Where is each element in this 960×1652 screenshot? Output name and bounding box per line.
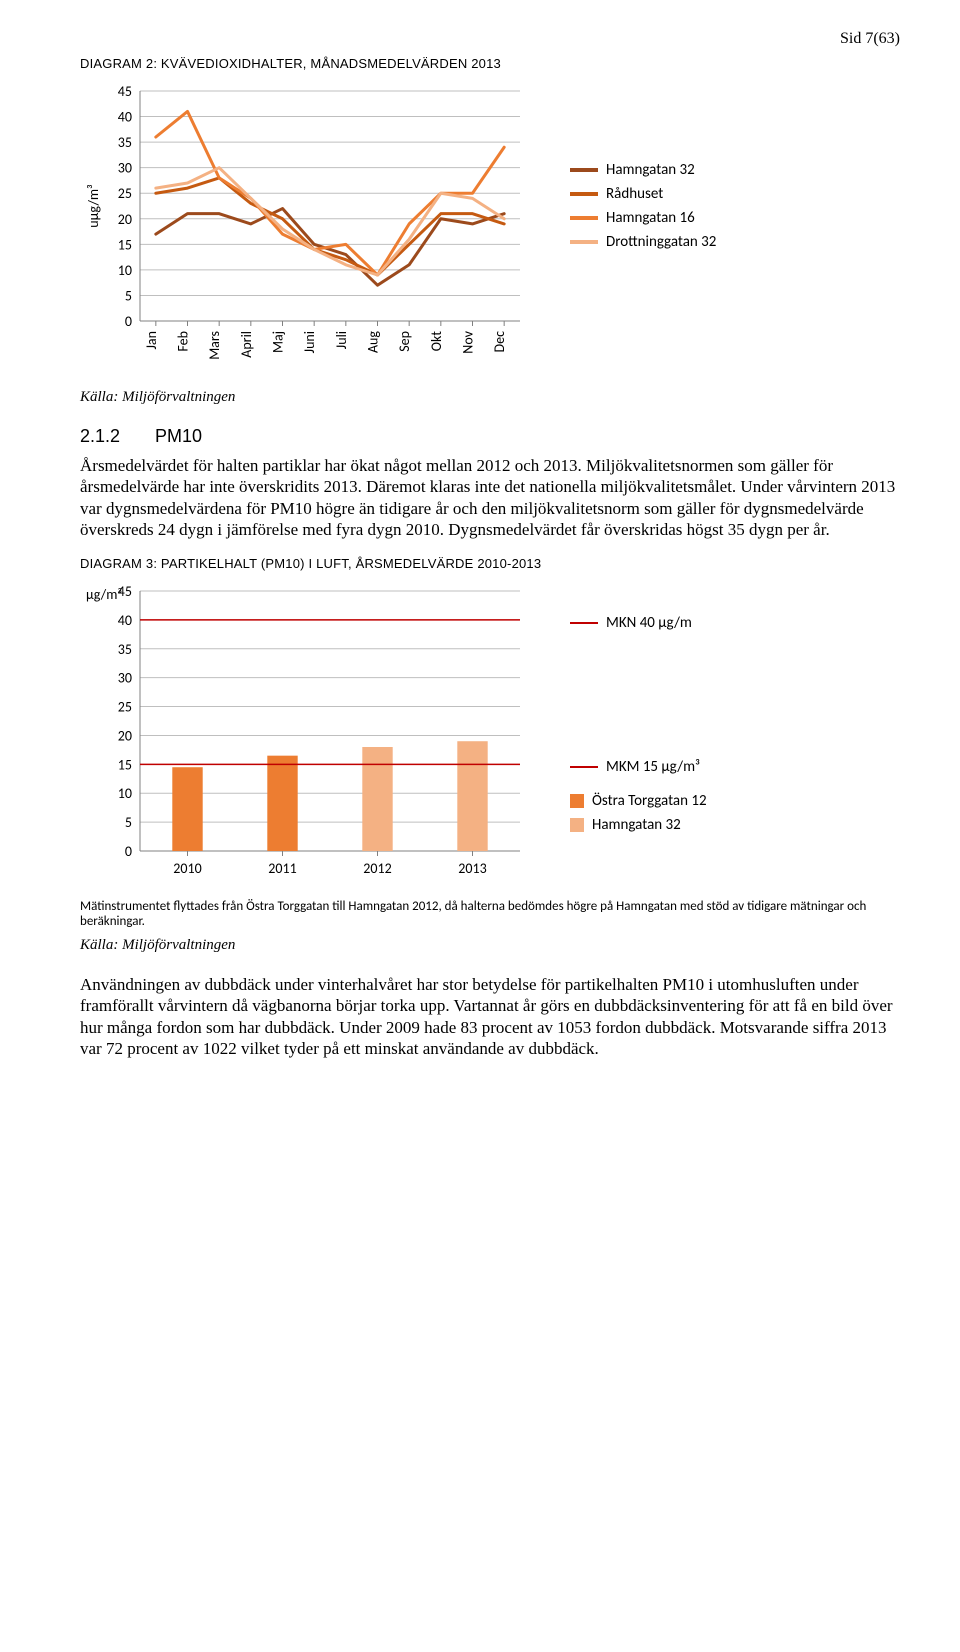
legend-swatch bbox=[570, 168, 598, 172]
svg-text:15: 15 bbox=[118, 756, 132, 773]
legend-item: Östra Torggatan 12 bbox=[570, 792, 707, 810]
svg-text:Aug: Aug bbox=[365, 331, 382, 353]
svg-text:Juni: Juni bbox=[301, 331, 318, 353]
svg-text:35: 35 bbox=[118, 134, 132, 151]
svg-text:40: 40 bbox=[118, 612, 132, 629]
svg-text:0: 0 bbox=[125, 843, 132, 860]
diagram3-legend: MKN 40 µg/m MKM 15 µg/m³ Östra Torggatan 1… bbox=[570, 581, 707, 840]
svg-text:0: 0 bbox=[125, 313, 132, 330]
svg-text:µg/m³: µg/m³ bbox=[86, 586, 122, 603]
svg-text:April: April bbox=[238, 331, 255, 358]
legend-swatch bbox=[570, 622, 598, 624]
legend-item: Rådhuset bbox=[570, 185, 716, 203]
svg-text:45: 45 bbox=[118, 83, 132, 100]
legend-swatch bbox=[570, 240, 598, 244]
legend-reference: MKM 15 µg/m³ bbox=[570, 758, 707, 776]
legend-swatch bbox=[570, 766, 598, 768]
diagram2-caption: DIAGRAM 2: KVÄVEDIOXIDHALTER, MÅNADSMEDE… bbox=[80, 56, 900, 71]
legend-swatch bbox=[570, 818, 584, 832]
legend-swatch bbox=[570, 192, 598, 196]
svg-text:2012: 2012 bbox=[363, 860, 391, 877]
diagram2-legend: Hamngatan 32 Rådhuset Hamngatan 16 Drottnin… bbox=[570, 81, 716, 257]
svg-text:Feb: Feb bbox=[175, 331, 192, 352]
svg-text:uµg/m³: uµg/m³ bbox=[85, 184, 102, 228]
svg-text:5: 5 bbox=[125, 814, 132, 831]
diagram3-chart: 0510152025303540452010201120122013µg/m³ bbox=[80, 581, 560, 891]
legend-label: Hamngatan 32 bbox=[592, 816, 681, 834]
legend-item: Drottninggatan 32 bbox=[570, 233, 716, 251]
diagram2-row: 0 5 10 15 20 25 30 35 40 45 Jan Feb Mars April Maj Juni… bbox=[80, 81, 900, 381]
diagram3-caption: DIAGRAM 3: PARTIKELHALT (PM10) I LUFT, Å… bbox=[80, 556, 900, 571]
legend-label: Drottninggatan 32 bbox=[606, 233, 716, 251]
svg-text:25: 25 bbox=[118, 185, 132, 202]
legend-reference: MKN 40 µg/m bbox=[570, 614, 707, 632]
svg-text:Okt: Okt bbox=[428, 331, 445, 352]
section-heading: 2.1.2 PM10 bbox=[80, 426, 900, 447]
svg-text:2010: 2010 bbox=[173, 860, 201, 877]
svg-text:Nov: Nov bbox=[460, 330, 477, 353]
diagram2-chart: 0 5 10 15 20 25 30 35 40 45 Jan Feb Mars April Maj Juni… bbox=[80, 81, 560, 381]
legend-label: Hamngatan 16 bbox=[606, 209, 695, 227]
legend-item: Hamngatan 16 bbox=[570, 209, 716, 227]
legend-label: MKM 15 µg/m³ bbox=[606, 758, 700, 776]
svg-text:Juli: Juli bbox=[333, 331, 350, 349]
svg-text:10: 10 bbox=[118, 785, 132, 802]
diagram2-source: Källa: Miljöförvaltningen bbox=[80, 389, 900, 406]
svg-text:35: 35 bbox=[118, 641, 132, 658]
svg-text:Maj: Maj bbox=[270, 331, 287, 353]
page: Sid 7(63) DIAGRAM 2: KVÄVEDIOXIDHALTER, … bbox=[0, 0, 960, 1115]
legend-swatch bbox=[570, 794, 584, 808]
diagram3-source: Källa: Miljöförvaltningen bbox=[80, 937, 900, 954]
legend-label: Rådhuset bbox=[606, 185, 663, 203]
section-number: 2.1.2 bbox=[80, 426, 150, 447]
svg-text:5: 5 bbox=[125, 287, 132, 304]
diagram3-footnote: Mätinstrumentet flyttades från Östra Tor… bbox=[80, 899, 900, 929]
svg-text:Sep: Sep bbox=[396, 331, 413, 352]
legend-item: Hamngatan 32 bbox=[570, 816, 707, 834]
legend-label: MKN 40 µg/m bbox=[606, 614, 692, 632]
svg-text:40: 40 bbox=[118, 109, 132, 126]
section-body: Årsmedelvärdet för halten partiklar har … bbox=[80, 455, 900, 540]
legend-label: Hamngatan 32 bbox=[606, 161, 695, 179]
svg-text:20: 20 bbox=[118, 211, 132, 228]
svg-text:Dec: Dec bbox=[491, 331, 508, 353]
legend-item: Hamngatan 32 bbox=[570, 161, 716, 179]
svg-text:10: 10 bbox=[118, 262, 132, 279]
closing-paragraph: Användningen av dubbdäck under vinterhal… bbox=[80, 974, 900, 1059]
svg-text:2013: 2013 bbox=[458, 860, 486, 877]
svg-text:Jan: Jan bbox=[143, 331, 160, 350]
svg-text:30: 30 bbox=[118, 160, 132, 177]
page-number: Sid 7(63) bbox=[80, 30, 900, 48]
svg-text:Mars: Mars bbox=[206, 331, 223, 360]
svg-text:15: 15 bbox=[118, 236, 132, 253]
svg-text:2011: 2011 bbox=[268, 860, 296, 877]
legend-label: Östra Torggatan 12 bbox=[592, 792, 707, 810]
section-title: PM10 bbox=[155, 426, 202, 446]
legend-swatch bbox=[570, 216, 598, 220]
svg-text:30: 30 bbox=[118, 670, 132, 687]
svg-text:20: 20 bbox=[118, 727, 132, 744]
svg-text:25: 25 bbox=[118, 699, 132, 716]
diagram3-row: 0510152025303540452010201120122013µg/m³ … bbox=[80, 581, 900, 891]
